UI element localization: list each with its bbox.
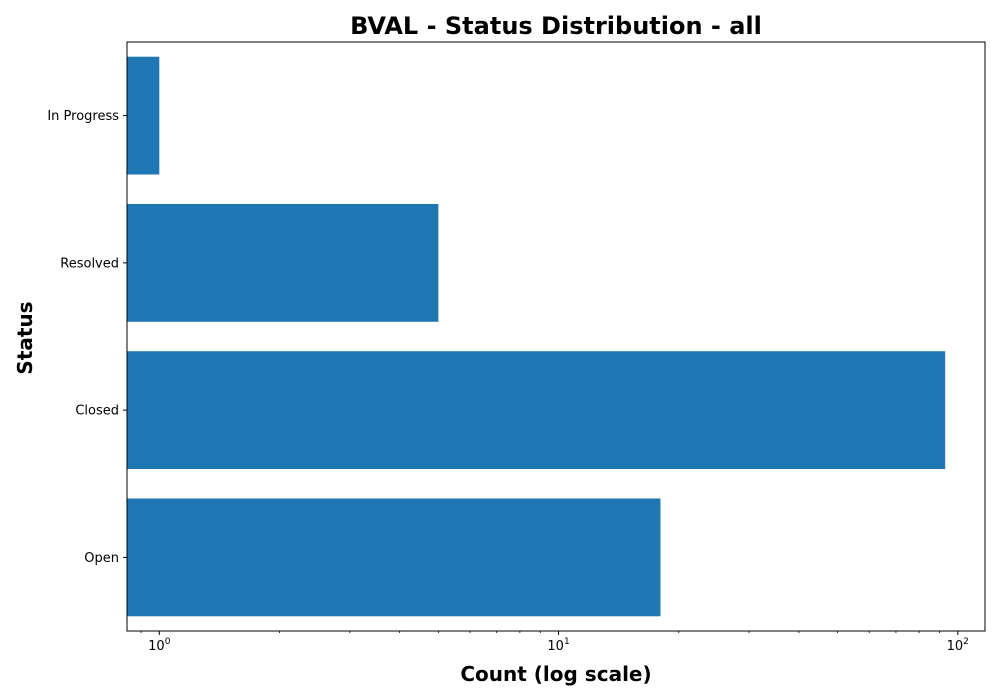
y-ticks-group: Open Closed Resolved In Progress: [47, 109, 127, 566]
x-tick-label: 101: [547, 637, 569, 654]
x-tick-label: 100: [148, 637, 171, 654]
chart-title: BVAL - Status Distribution - all: [350, 12, 762, 40]
y-tick-label-resolved: Resolved: [60, 256, 119, 271]
plot-frame: [126, 41, 986, 632]
x-axis-label: Count (log scale): [460, 662, 651, 686]
x-tick-label: 102: [947, 637, 969, 654]
y-tick-label-closed: Closed: [75, 404, 119, 419]
y-tick-label-in-progress: In Progress: [47, 109, 119, 124]
bar-resolved: [127, 203, 439, 322]
bars-group: [127, 56, 946, 617]
y-tick-label-open: Open: [84, 551, 119, 566]
bar-closed: [127, 351, 946, 470]
bar-in-progress: [127, 56, 160, 175]
y-axis-label: Status: [13, 301, 37, 374]
bar-open: [127, 498, 661, 617]
x-ticks-group: 100 101 102: [140, 631, 969, 654]
